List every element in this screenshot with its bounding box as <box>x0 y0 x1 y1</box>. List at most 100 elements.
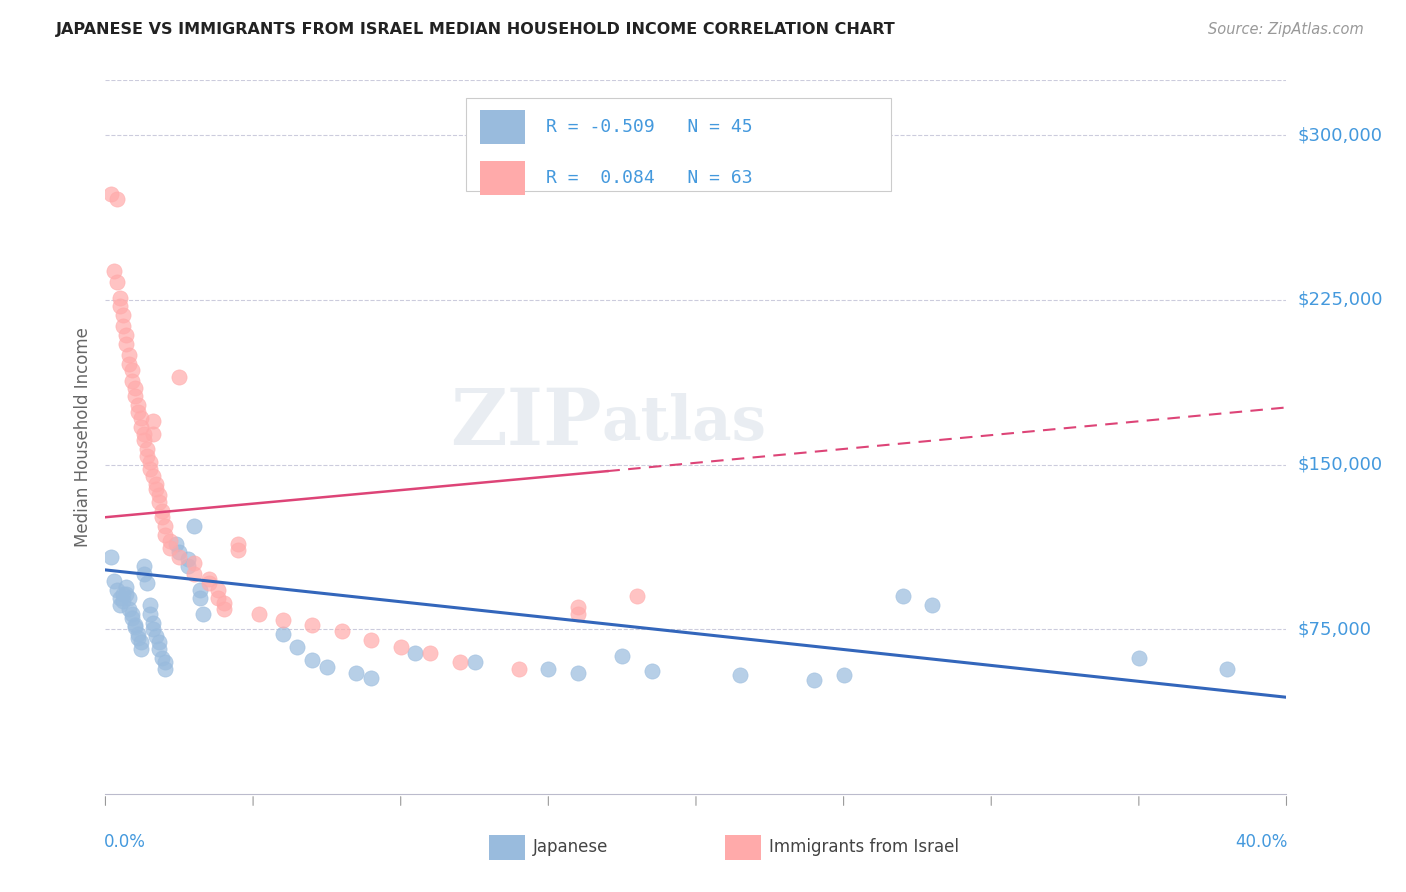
Point <box>148 642 170 657</box>
Point <box>188 591 211 606</box>
Point <box>142 615 165 630</box>
Point <box>404 646 426 660</box>
Point <box>449 655 471 669</box>
Point <box>110 598 132 612</box>
Point <box>177 552 200 566</box>
Point <box>315 659 337 673</box>
Point <box>346 666 368 681</box>
Text: $225,000: $225,000 <box>1298 291 1384 309</box>
Point <box>1128 650 1150 665</box>
Point <box>135 449 157 463</box>
Point <box>103 574 125 588</box>
Point <box>301 617 323 632</box>
Point <box>124 381 146 395</box>
Point <box>138 607 160 621</box>
Point <box>197 572 219 586</box>
Point <box>150 510 173 524</box>
Point <box>1216 662 1239 676</box>
Point <box>567 600 589 615</box>
Text: JAPANESE VS IMMIGRANTS FROM ISRAEL MEDIAN HOUSEHOLD INCOME CORRELATION CHART: JAPANESE VS IMMIGRANTS FROM ISRAEL MEDIA… <box>56 22 896 37</box>
Point <box>118 357 141 371</box>
Point <box>121 363 143 377</box>
Point <box>567 666 589 681</box>
Point <box>100 549 122 564</box>
Point <box>226 543 250 558</box>
Point <box>183 567 205 582</box>
Point <box>132 567 155 582</box>
Bar <box>479 161 524 195</box>
Point <box>118 602 141 616</box>
Point <box>226 536 250 550</box>
Bar <box>725 835 761 860</box>
Point <box>127 631 149 645</box>
Text: $150,000: $150,000 <box>1298 456 1382 474</box>
Text: 40.0%: 40.0% <box>1236 833 1288 851</box>
Text: Japanese: Japanese <box>533 838 609 856</box>
Point <box>115 587 138 601</box>
Point <box>129 420 152 434</box>
Point <box>153 519 176 533</box>
Point <box>419 646 441 660</box>
Point <box>135 576 157 591</box>
Point <box>124 620 146 634</box>
Point <box>153 655 176 669</box>
Point <box>112 593 135 607</box>
Point <box>891 589 914 603</box>
Point <box>153 528 176 542</box>
Point <box>121 607 143 621</box>
Point <box>271 614 294 628</box>
Point <box>247 607 270 621</box>
Point <box>159 541 181 555</box>
Point <box>135 442 157 457</box>
Text: $300,000: $300,000 <box>1298 126 1382 145</box>
Point <box>188 582 211 597</box>
Point <box>271 626 294 640</box>
Point <box>537 662 560 676</box>
Point <box>127 626 149 640</box>
Point <box>132 434 155 448</box>
Point <box>463 655 486 669</box>
Bar <box>489 835 524 860</box>
Point <box>389 640 412 654</box>
Text: atlas: atlas <box>602 392 766 453</box>
Point <box>169 369 191 384</box>
Point <box>121 611 143 625</box>
Point <box>330 624 353 639</box>
Point <box>610 648 633 663</box>
Point <box>626 589 648 603</box>
Point <box>832 668 855 682</box>
Point <box>127 398 149 412</box>
Point <box>100 187 122 202</box>
Point <box>803 673 825 687</box>
Point <box>112 319 135 334</box>
Text: 0.0%: 0.0% <box>104 833 146 851</box>
Point <box>567 607 589 621</box>
Text: R = -0.509   N = 45: R = -0.509 N = 45 <box>546 118 752 136</box>
Point <box>129 642 152 657</box>
Point <box>301 653 323 667</box>
Y-axis label: Median Household Income: Median Household Income <box>73 327 91 547</box>
Point <box>508 662 530 676</box>
Point <box>207 591 229 606</box>
Point <box>103 264 125 278</box>
Point <box>153 662 176 676</box>
Point <box>287 640 309 654</box>
Point <box>728 668 751 682</box>
Point <box>197 576 219 591</box>
Point <box>132 558 155 573</box>
Point <box>127 405 149 419</box>
Point <box>112 587 135 601</box>
Point <box>148 495 170 509</box>
Point <box>110 291 132 305</box>
Point <box>105 582 128 597</box>
Point <box>212 602 235 616</box>
Text: Source: ZipAtlas.com: Source: ZipAtlas.com <box>1208 22 1364 37</box>
Point <box>105 192 128 206</box>
Point <box>360 671 382 685</box>
Point <box>115 581 138 595</box>
Point <box>183 557 205 571</box>
Text: Immigrants from Israel: Immigrants from Israel <box>769 838 959 856</box>
Point <box>138 462 160 476</box>
Point <box>921 598 943 612</box>
Point <box>640 664 664 678</box>
